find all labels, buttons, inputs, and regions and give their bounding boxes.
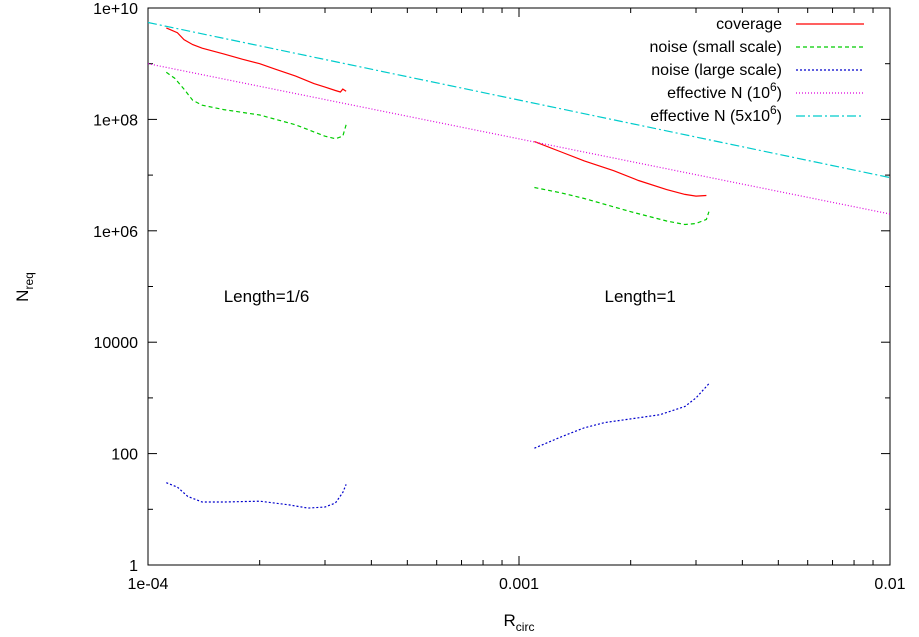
series-layer	[147, 21, 891, 509]
x-tick-label: 0.001	[499, 576, 539, 593]
series-line-noise-large-scale-2	[534, 383, 710, 449]
annotation-layer: Length=1/6 Length=1	[224, 287, 676, 306]
legend-label-effective-n-5x10-6: effective N (5x106)	[650, 103, 782, 125]
series-line-noise-large-scale-1	[166, 482, 347, 509]
legend-label-effective-n-10-6: effective N (106)	[667, 80, 782, 102]
y-tick-label: 1e+10	[93, 1, 138, 18]
y-axis-label: Nreq	[13, 272, 36, 302]
annotation-text: Length=1/6	[224, 287, 310, 306]
x-tick-label: 0.01	[874, 576, 905, 593]
legend-label-noise-small-scale: noise (small scale)	[650, 39, 782, 56]
legend: coverage noise (small scale) noise (large …	[650, 16, 864, 125]
y-tick-label: 100	[111, 447, 138, 464]
series-line-coverage-1	[166, 27, 347, 93]
series-line-coverage-2	[534, 141, 707, 197]
series-line-effective-n-10-6-1	[147, 63, 891, 215]
series-line-effective-n-5x10-6-1	[147, 21, 891, 179]
y-tick-label: 10000	[94, 335, 139, 352]
axis-ticks: 1e-04 0.001 0.01 1 100 10000 1e+06 1e+08 1e+10	[93, 1, 906, 593]
annotation-text: Length=1	[604, 287, 675, 306]
series-line-noise-small-scale-1	[165, 71, 347, 140]
series-line-noise-small-scale-2	[534, 186, 710, 226]
x-axis-label: Rcirc	[504, 611, 535, 634]
legend-label-noise-large-scale: noise (large scale)	[651, 62, 782, 79]
y-tick-label: 1	[129, 558, 138, 575]
y-tick-label: 1e+08	[93, 112, 138, 129]
x-tick-label: 1e-04	[128, 576, 169, 593]
y-tick-label: 1e+06	[93, 224, 138, 241]
legend-label-coverage: coverage	[716, 16, 782, 33]
